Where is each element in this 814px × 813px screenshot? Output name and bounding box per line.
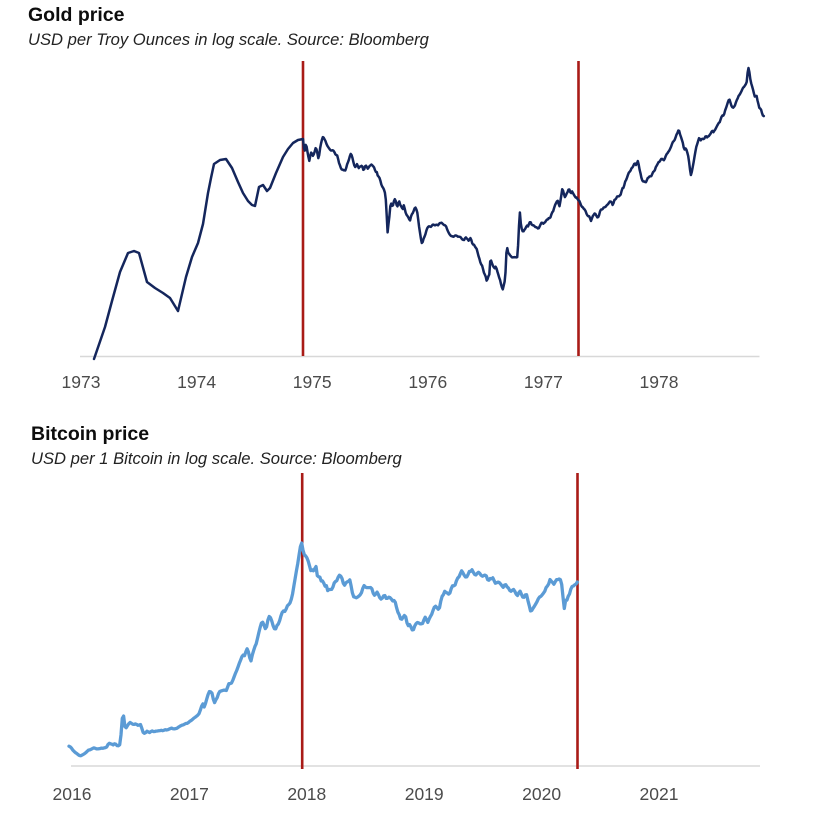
svg-text:USD per Troy Ounces in log sca: USD per Troy Ounces in log scale. Source…: [28, 30, 430, 49]
svg-text:2021: 2021: [640, 784, 679, 804]
svg-text:2018: 2018: [287, 784, 326, 804]
svg-text:2020: 2020: [522, 784, 561, 804]
svg-text:Gold price: Gold price: [28, 4, 125, 26]
svg-text:2017: 2017: [170, 784, 209, 804]
svg-text:1977: 1977: [524, 372, 563, 392]
svg-text:1976: 1976: [408, 372, 447, 392]
svg-text:1978: 1978: [640, 372, 679, 392]
svg-text:1975: 1975: [293, 372, 332, 392]
svg-text:1973: 1973: [62, 372, 101, 392]
svg-text:USD per 1 Bitcoin in log scale: USD per 1 Bitcoin in log scale. Source: …: [31, 449, 403, 468]
svg-text:Bitcoin price: Bitcoin price: [31, 423, 149, 445]
svg-text:1974: 1974: [177, 372, 216, 392]
svg-text:2019: 2019: [405, 784, 444, 804]
svg-text:2016: 2016: [53, 784, 92, 804]
